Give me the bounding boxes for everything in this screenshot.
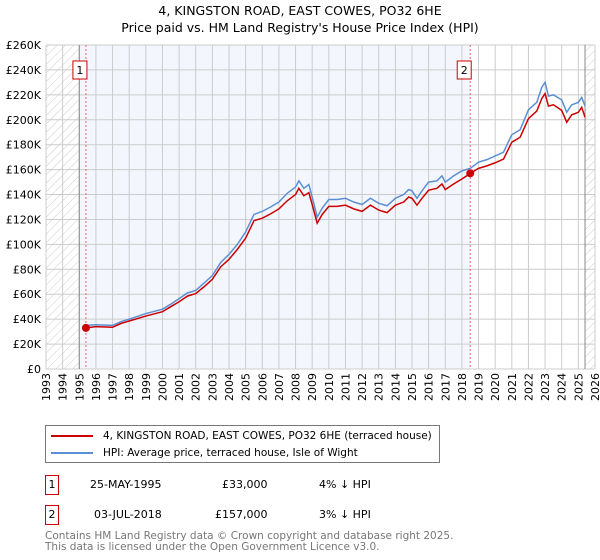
- legend-item-property: 4, KINGSTON ROAD, EAST COWES, PO32 6HE (…: [46, 428, 432, 444]
- x-tick-label: 2002: [190, 373, 203, 401]
- sale-badge: 1: [45, 475, 59, 495]
- y-tick-label: £140K: [6, 189, 42, 202]
- y-tick-label: £180K: [6, 139, 42, 152]
- x-tick-label: 2007: [273, 373, 286, 401]
- x-tick-label: 2010: [323, 373, 336, 401]
- x-tick-label: 2008: [290, 373, 303, 401]
- x-tick-label: 2023: [539, 373, 552, 401]
- x-tick-label: 2011: [339, 373, 352, 401]
- title-line: 4, KINGSTON ROAD, EAST COWES, PO32 6HE: [158, 3, 442, 18]
- sale-date: 03-JUL-2018: [94, 508, 162, 521]
- x-tick-label: 2015: [406, 373, 419, 401]
- x-tick-label: 2026: [589, 373, 600, 401]
- sale-label: 2: [461, 64, 468, 77]
- legend-swatch-red: [51, 435, 93, 437]
- y-tick-label: £120K: [6, 213, 42, 226]
- x-tick-label: 1999: [140, 373, 153, 401]
- x-tick-label: 2017: [439, 373, 452, 401]
- y-tick-label: £0: [27, 363, 41, 376]
- x-tick-label: 2003: [206, 373, 219, 401]
- sale-row: 2 03-JUL-2018 £157,000 3% ↓ HPI: [45, 505, 465, 525]
- x-tick-label: 1997: [107, 373, 120, 401]
- y-tick-label: £60K: [13, 288, 42, 301]
- sale-label: 1: [76, 64, 83, 77]
- x-tick-label: 2013: [373, 373, 386, 401]
- x-tick-label: 2025: [572, 373, 585, 401]
- x-tick-label: 2006: [256, 373, 269, 401]
- price-chart: 1 2 1993 1994 1995 1996 1997 1998 1999 2000 2001 20…: [6, 39, 600, 401]
- sale-hpi: 4% ↓ HPI: [319, 478, 371, 491]
- x-tick-label: 1994: [57, 373, 70, 401]
- y-tick-label: £40K: [13, 313, 42, 326]
- footer: Contains HM Land Registry data © Crown c…: [45, 531, 453, 552]
- x-tick-label: 2009: [306, 373, 319, 401]
- sale-point: [81, 323, 90, 332]
- x-tick-label: 1998: [123, 373, 136, 401]
- y-tick-label: £220K: [6, 89, 42, 102]
- sale-date: 25-MAY-1995: [90, 478, 162, 491]
- sale-badge: 2: [45, 505, 59, 525]
- y-tick-label: £20K: [13, 338, 42, 351]
- legend: 4, KINGSTON ROAD, EAST COWES, PO32 6HE (…: [45, 425, 440, 463]
- x-tick-label: 2024: [556, 373, 569, 401]
- sale-point: [466, 169, 475, 178]
- footer-line: This data is licensed under the Open Gov…: [45, 540, 380, 553]
- y-tick-label: £100K: [6, 238, 42, 251]
- x-tick-label: 2021: [506, 373, 519, 401]
- x-tick-label: 1996: [90, 373, 103, 401]
- sale-price: £33,000: [222, 478, 268, 491]
- x-tick-label: 2004: [223, 373, 236, 401]
- shaded-ownership-region: [79, 45, 471, 369]
- x-tick-label: 2016: [423, 373, 436, 401]
- subtitle-line: Price paid vs. HM Land Registry's House …: [121, 20, 479, 35]
- y-tick-label: £160K: [6, 164, 42, 177]
- legend-label: HPI: Average price, terraced house, Isle…: [103, 447, 358, 459]
- property-price-line: [85, 91, 586, 329]
- sale-label-box: [456, 60, 472, 80]
- y-tick-label: £80K: [13, 263, 42, 276]
- x-tick-label: 2014: [389, 373, 402, 401]
- y-tick-label: £200K: [6, 114, 42, 127]
- y-tick-label: £260K: [6, 39, 42, 52]
- x-tick-label: 1995: [73, 373, 86, 401]
- x-tick-label: 2001: [173, 373, 186, 401]
- sale-price: £157,000: [215, 508, 268, 521]
- chart-title: 4, KINGSTON ROAD, EAST COWES, PO32 6HE P…: [0, 2, 600, 36]
- legend-item-hpi: HPI: Average price, terraced house, Isle…: [46, 445, 358, 461]
- x-tick-label: 2022: [522, 373, 535, 401]
- legend-swatch-blue: [51, 452, 93, 454]
- x-tick-label: 2018: [456, 373, 469, 401]
- hpi-line: [85, 80, 586, 327]
- hatched-region-after: [585, 45, 595, 369]
- sale-label-box: [72, 60, 88, 80]
- legend-label: 4, KINGSTON ROAD, EAST COWES, PO32 6HE (…: [103, 430, 432, 442]
- x-tick-label: 2020: [489, 373, 502, 401]
- y-tick-label: £240K: [6, 64, 42, 77]
- x-tick-label: 2005: [240, 373, 253, 401]
- x-tick-label: 2000: [156, 373, 169, 401]
- sale-hpi: 3% ↓ HPI: [319, 508, 371, 521]
- x-tick-label: 2019: [473, 373, 486, 401]
- x-tick-label: 1993: [40, 373, 53, 401]
- x-tick-label: 2012: [356, 373, 369, 401]
- sale-row: 1 25-MAY-1995 £33,000 4% ↓ HPI: [45, 475, 465, 495]
- footer-line: Contains HM Land Registry data © Crown c…: [45, 530, 454, 542]
